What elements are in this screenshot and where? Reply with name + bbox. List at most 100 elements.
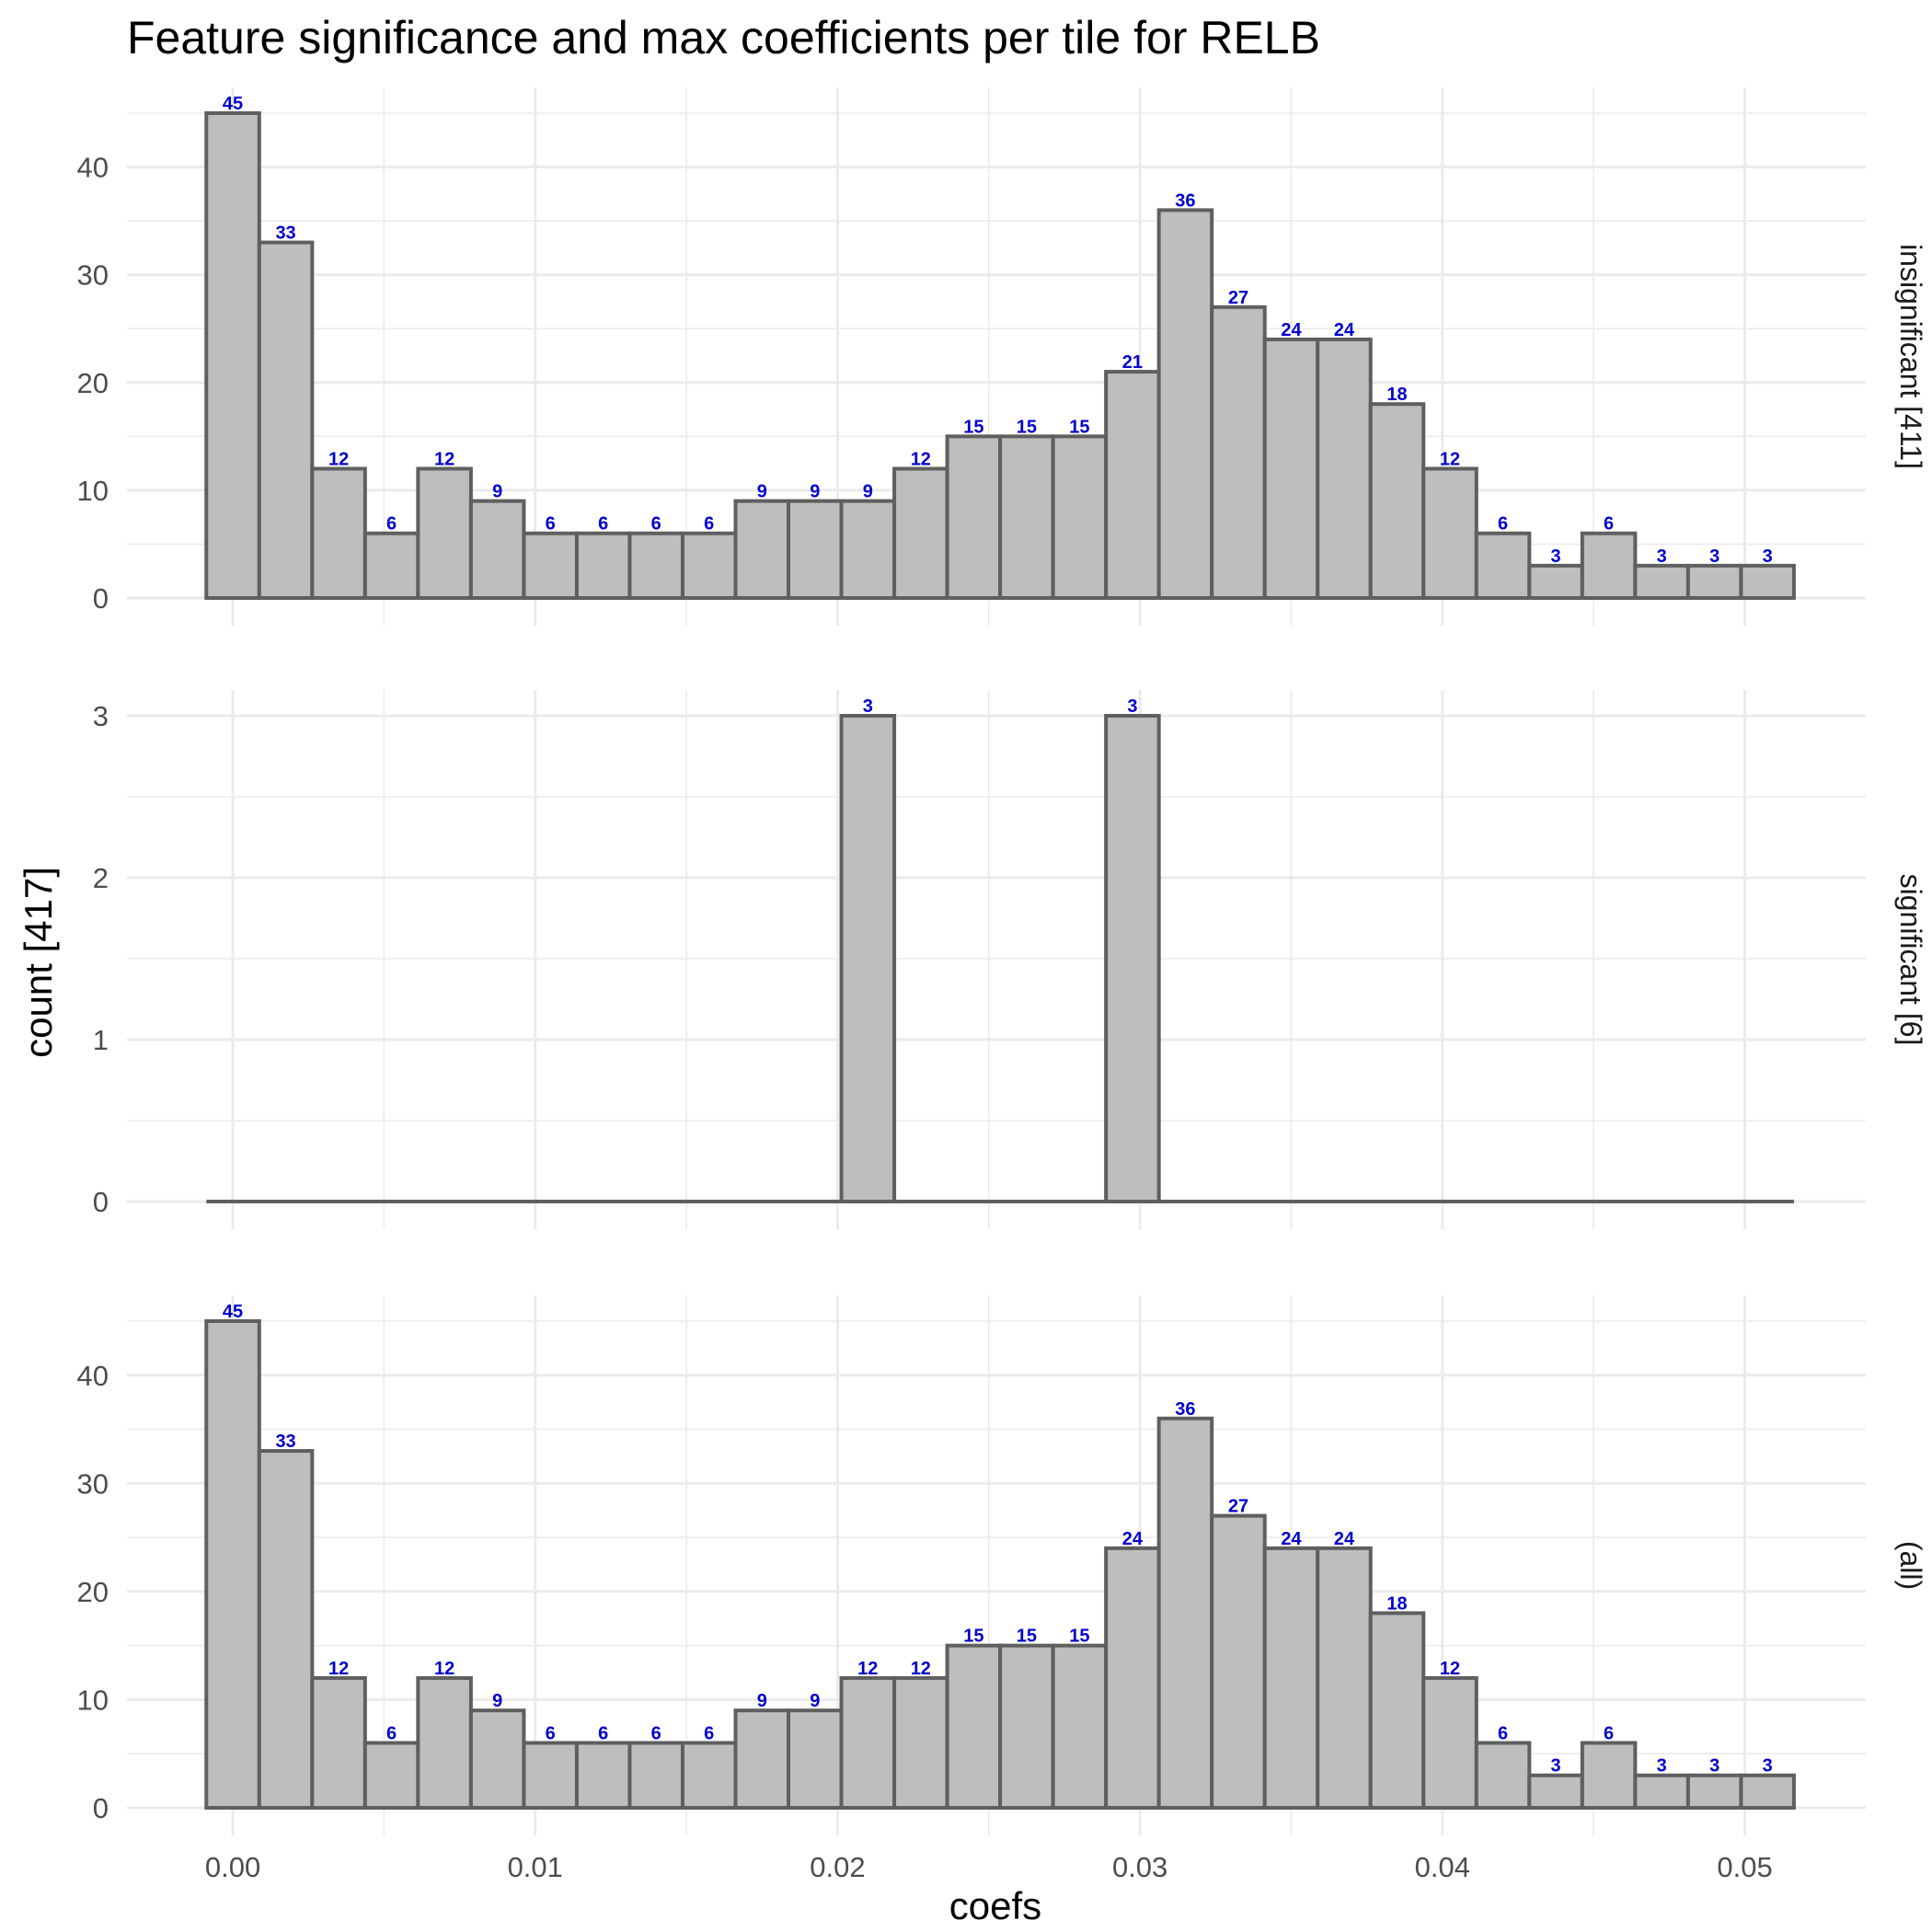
bar-count-label: 15 (1069, 1627, 1089, 1647)
histogram-bar (680, 531, 738, 601)
y-tick-label: 2 (93, 862, 109, 894)
bar-count-label: 24 (1281, 1529, 1302, 1549)
histogram-bar (1262, 1546, 1320, 1811)
histogram-bar (257, 1449, 315, 1810)
histogram-bar (1474, 531, 1532, 601)
histogram-bar (416, 1675, 473, 1811)
histogram-bar (1580, 531, 1638, 601)
histogram-bar (522, 1741, 579, 1811)
bar-count-label: 6 (546, 514, 556, 535)
histogram-bar (257, 240, 315, 600)
bar-count-label: 3 (1551, 1756, 1561, 1777)
bar-count-label: 6 (1498, 1723, 1508, 1743)
histogram-bar (1156, 1416, 1214, 1811)
histogram-bar (1316, 337, 1373, 600)
histogram-bar (787, 1708, 844, 1810)
facet-strip-label: (all) (1894, 1541, 1927, 1590)
histogram-bar (574, 531, 632, 601)
histogram-bar (1316, 1546, 1373, 1811)
histogram-bar (1051, 434, 1109, 601)
bar-count-label: 36 (1175, 190, 1195, 211)
histogram-bar (733, 1708, 791, 1810)
bar-count-label: 6 (704, 514, 714, 535)
histogram-bar (1104, 1546, 1161, 1811)
bar-count-label: 15 (1069, 417, 1089, 437)
x-axis-title: coefs (949, 1884, 1041, 1927)
histogram-bar (1685, 563, 1743, 600)
bar-count-label: 12 (1440, 449, 1460, 469)
histogram-bar (998, 434, 1055, 601)
bar-count-label: 12 (911, 449, 931, 469)
bar-count-label: 3 (1657, 1756, 1667, 1777)
histogram-bar (1210, 1513, 1267, 1810)
histogram-bar (362, 1741, 420, 1811)
histogram-bar (945, 1643, 1003, 1810)
histogram-bar (1421, 466, 1478, 601)
histogram-bar (1104, 714, 1161, 1203)
histogram-bar (1633, 1773, 1690, 1810)
bar-count-label: 36 (1175, 1399, 1195, 1420)
bar-count-label: 12 (328, 1659, 349, 1679)
x-tick-label: 0.02 (810, 1851, 865, 1883)
histogram-bar (733, 499, 791, 600)
bar-count-label: 24 (1281, 320, 1302, 340)
bar-count-label: 45 (223, 94, 243, 114)
bar-count-label: 27 (1228, 288, 1248, 308)
histogram-bar (416, 466, 473, 601)
y-axis-title: count [417] (17, 867, 60, 1058)
bar-count-label: 6 (386, 1723, 397, 1743)
histogram-bar (1527, 563, 1584, 600)
histogram-bar (839, 714, 897, 1203)
bar-count-label: 15 (1017, 417, 1037, 437)
histogram-bar (892, 466, 949, 601)
x-tick-label: 0.05 (1717, 1851, 1772, 1883)
panel-2: 0 1 2 3 3 3 significant [6] (93, 690, 1927, 1229)
y-tick-label: 20 (77, 1576, 109, 1608)
histogram-bar (310, 466, 367, 601)
bar-count-label: 45 (223, 1302, 243, 1322)
histogram-bar (1156, 208, 1214, 600)
bar-count-label: 3 (1763, 1756, 1773, 1777)
histogram-bar (310, 1675, 367, 1811)
bar-count-label: 3 (1657, 546, 1667, 567)
bar-count-label: 9 (863, 482, 873, 502)
bar-count-label: 6 (598, 514, 608, 535)
facet-strip-label: insignificant [411] (1894, 244, 1927, 469)
histogram-bar (204, 1319, 261, 1810)
histogram-bar (1104, 370, 1161, 601)
y-tick-label: 20 (77, 367, 109, 399)
bar-count-label: 24 (1334, 1529, 1355, 1549)
histogram-bar (574, 1741, 632, 1811)
bar-count-label: 9 (492, 482, 502, 502)
bar-count-label: 6 (651, 1723, 661, 1743)
histogram-bar (1685, 1773, 1743, 1810)
y-tick-label: 30 (77, 1467, 109, 1500)
bar-count-label: 27 (1228, 1497, 1248, 1517)
histogram-bar (1633, 563, 1690, 600)
bar-count-label: 12 (434, 1659, 454, 1679)
bar-count-label: 12 (857, 1659, 878, 1679)
chart-title: Feature significance and max coefficient… (127, 12, 1320, 63)
bar-count-label: 12 (911, 1659, 931, 1679)
bar-count-label: 6 (651, 514, 661, 535)
histogram-bar (1262, 337, 1320, 600)
x-tick-label: 0.04 (1415, 1851, 1470, 1883)
y-tick-label: 30 (77, 259, 109, 292)
bar-count-label: 3 (1551, 546, 1561, 567)
histogram-bar (522, 531, 579, 601)
histogram-bar (627, 1741, 684, 1811)
bar-count-label: 9 (810, 482, 820, 502)
bar-count-label: 3 (1763, 546, 1773, 567)
histogram-bar (1739, 563, 1796, 600)
bar-count-label: 12 (1440, 1659, 1460, 1679)
y-tick-label: 40 (77, 152, 109, 184)
histogram-bar (1527, 1773, 1584, 1810)
bar-count-label: 15 (1017, 1627, 1037, 1647)
histogram-bar (1051, 1643, 1109, 1810)
histogram-bar (1421, 1675, 1478, 1811)
histogram-bar (1580, 1741, 1638, 1811)
histogram-bar (1368, 402, 1426, 601)
